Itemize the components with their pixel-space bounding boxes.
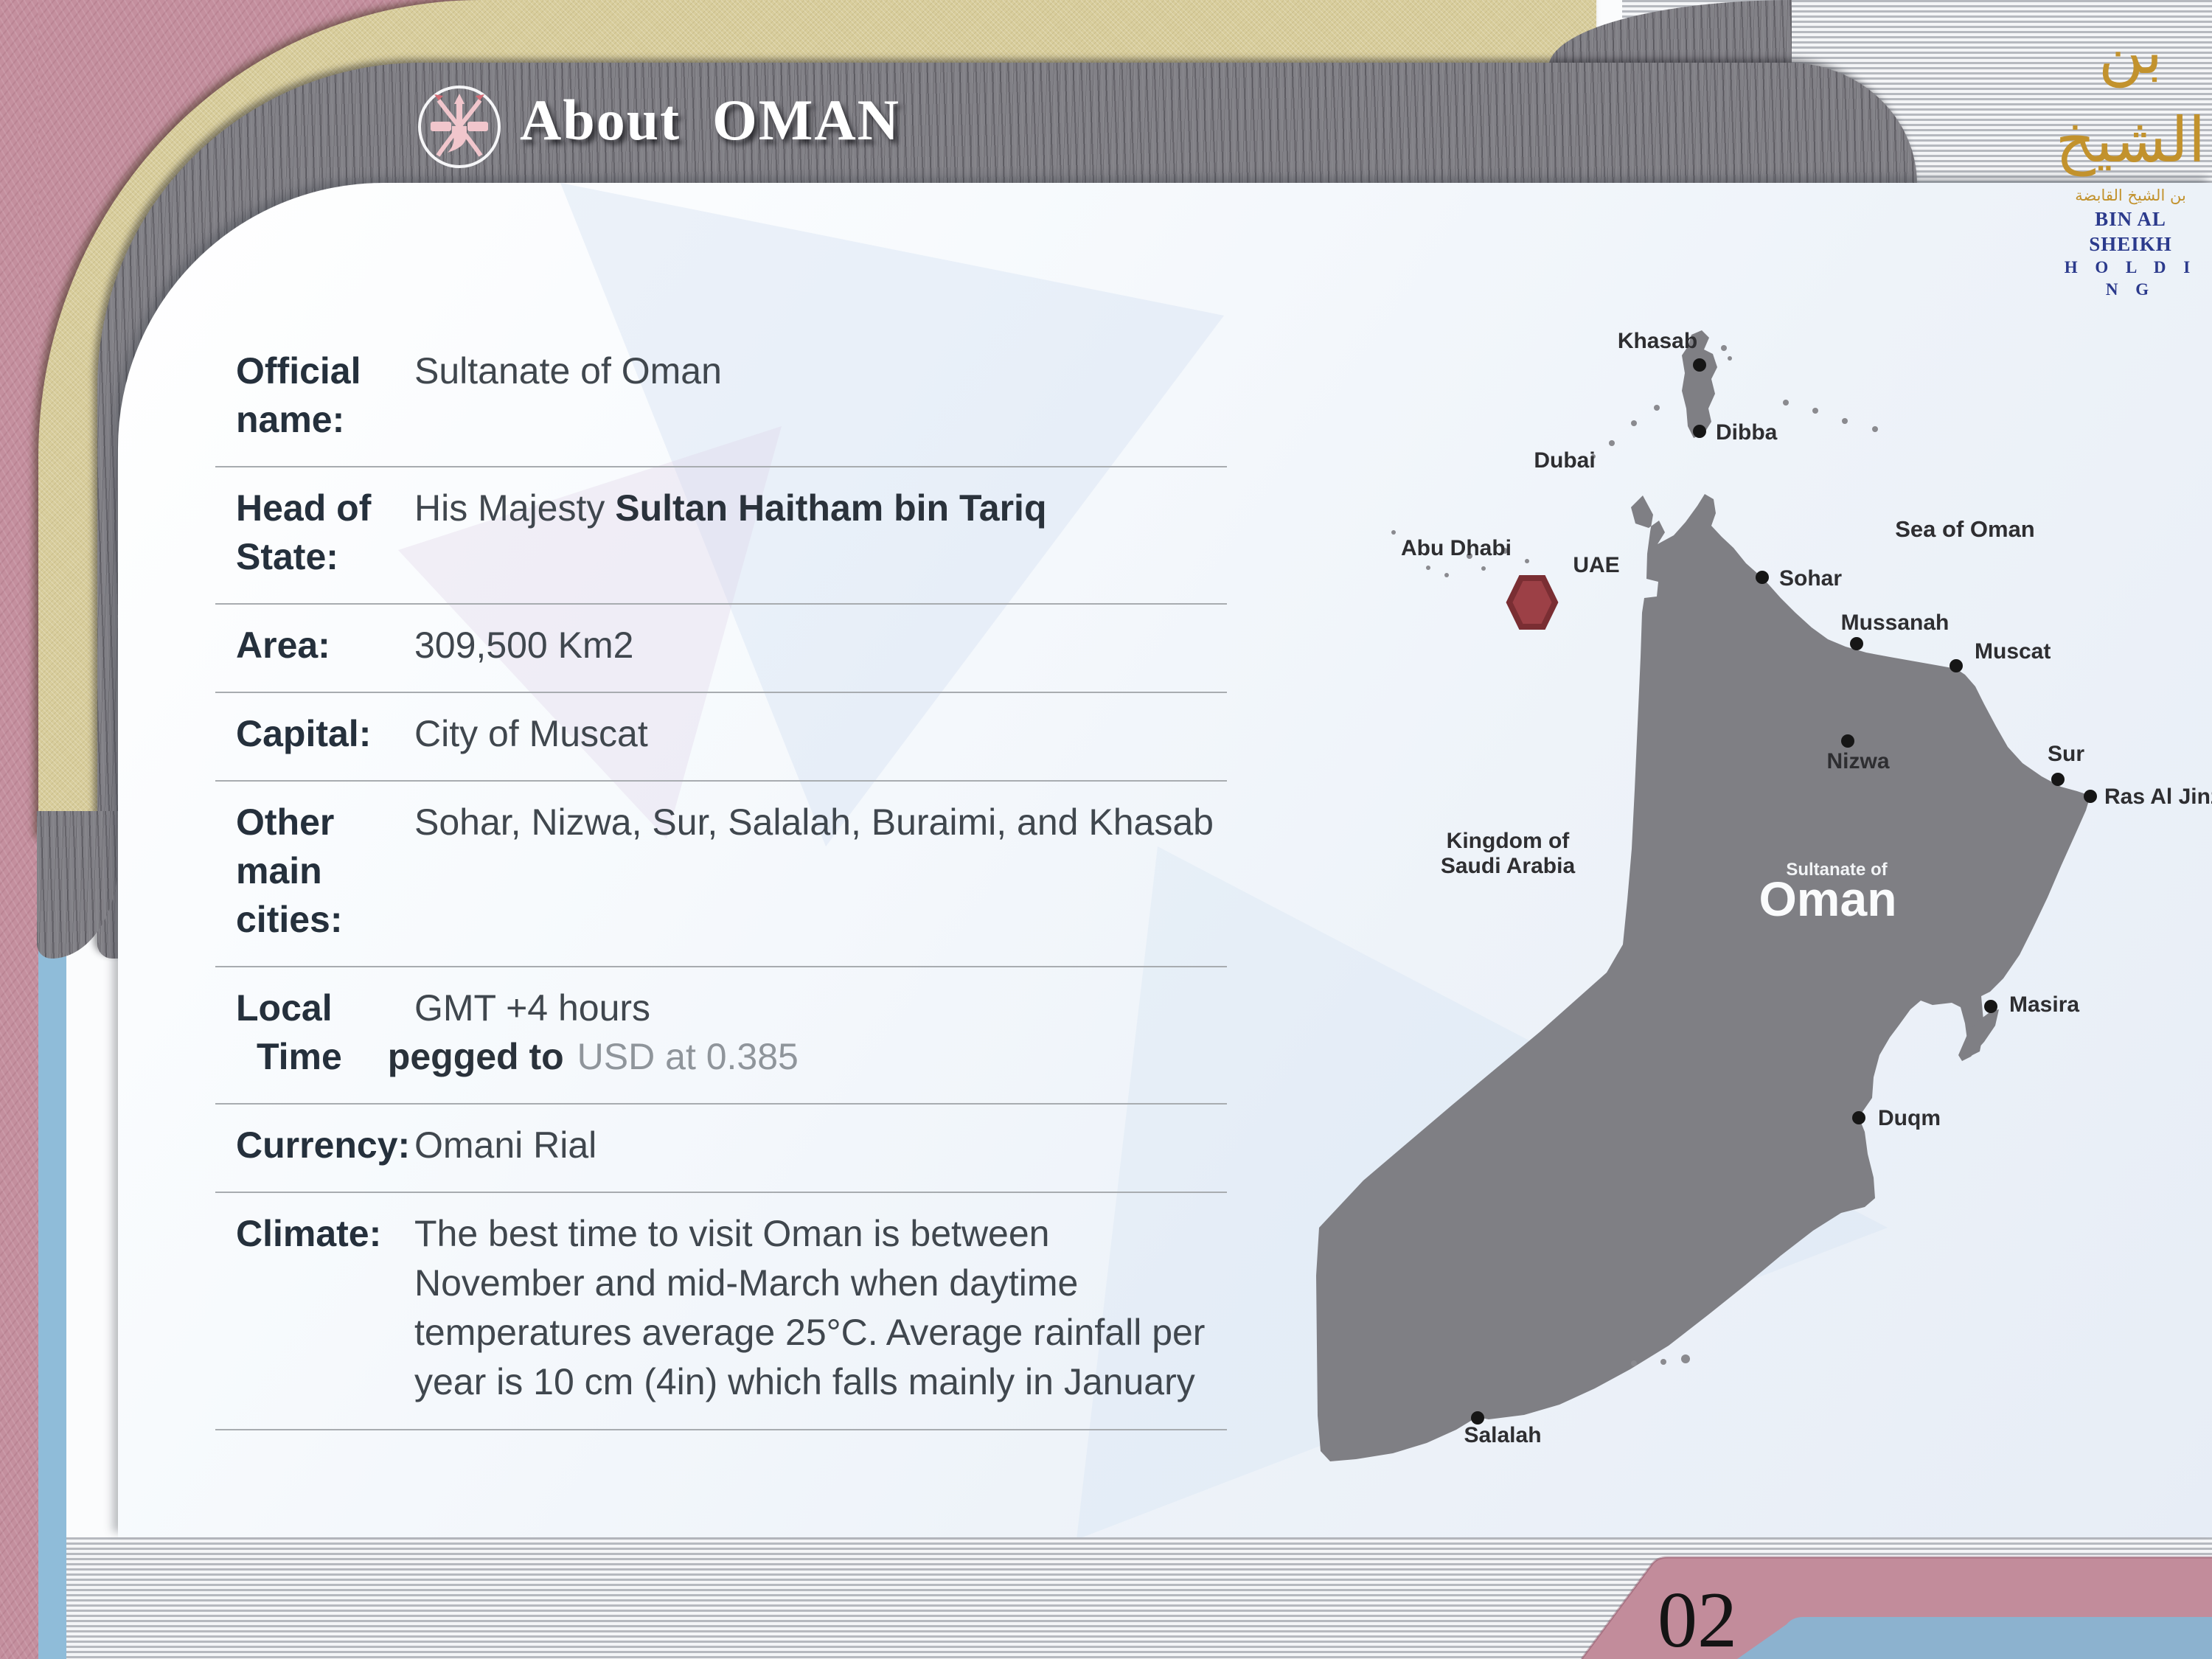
footer-corner-shapes bbox=[1580, 1556, 2212, 1659]
neighbor-label-dubai: Dubai bbox=[1534, 448, 1595, 473]
table-row: Other main cities: Sohar, Nizwa, Sur, Sa… bbox=[215, 782, 1227, 967]
logo-name: BIN AL SHEIKH bbox=[2089, 208, 2172, 255]
value-prefix: His Majesty bbox=[414, 487, 616, 529]
city-label-nizwa: Nizwa bbox=[1826, 749, 1889, 773]
island-specks bbox=[1391, 345, 1878, 1366]
pegged-value: USD at 0.385 bbox=[577, 1036, 799, 1077]
row-value: GMT +4 hours bbox=[414, 987, 651, 1029]
masira-island-shape bbox=[1958, 1009, 1999, 1061]
saudi-label-line1: Kingdom of bbox=[1447, 829, 1571, 853]
table-row: Head of State: His Majesty Sultan Haitha… bbox=[215, 467, 1227, 605]
table-row: Climate: The best time to visit Oman is … bbox=[215, 1193, 1227, 1430]
city-label-dibba: Dibba bbox=[1716, 420, 1778, 445]
row-label: Currency: bbox=[236, 1124, 411, 1166]
city-label-mussanah: Mussanah bbox=[1841, 611, 1950, 635]
table-row: Area: 309,500 Km2 bbox=[215, 605, 1227, 693]
city-label-salalah: Salalah bbox=[1464, 1423, 1541, 1447]
city-label-muscat: Muscat bbox=[1975, 639, 2051, 664]
row-value: Sohar, Nizwa, Sur, Salalah, Buraimi, and… bbox=[414, 801, 1214, 843]
row-label-line2: Time bbox=[257, 1036, 342, 1077]
row-value: Sultanate of Oman bbox=[414, 350, 722, 392]
row-label: Capital: bbox=[236, 713, 372, 754]
city-dots bbox=[1471, 358, 2097, 1425]
table-row: Capital: City of Muscat bbox=[215, 693, 1227, 782]
value-bold: Sultan Haitham bin Tariq bbox=[615, 487, 1047, 529]
sea-of-oman-label: Sea of Oman bbox=[1895, 516, 2035, 542]
row-label: Other main cities: bbox=[236, 801, 343, 940]
page-number: 02 bbox=[1658, 1576, 1737, 1659]
row-value: The best time to visit Oman is between N… bbox=[414, 1213, 1206, 1402]
row-value: His Majesty Sultan Haitham bin Tariq bbox=[414, 484, 1227, 581]
table-row: Official name: Sultanate of Oman bbox=[215, 330, 1227, 467]
country-label-big: Oman bbox=[1759, 872, 1896, 926]
neighbor-label-abu-dhabi: Abu Dhabi bbox=[1401, 536, 1512, 560]
pink-left-strip bbox=[0, 0, 38, 1659]
logo-arabic-calligraphy: بن الشيخ bbox=[2055, 15, 2206, 176]
country-label-small: Sultanate of bbox=[1786, 860, 1888, 880]
oman-national-emblem-icon bbox=[418, 86, 501, 168]
table-row: Currency: Omani Rial bbox=[215, 1105, 1227, 1193]
city-label-khasab: Khasab bbox=[1618, 329, 1697, 353]
oman-map: Khasab Dibba Sohar Mussanah Muscat Nizwa… bbox=[1316, 329, 2212, 1461]
row-value: 309,500 Km2 bbox=[414, 625, 634, 666]
location-hexagon-marker bbox=[1506, 575, 1559, 630]
city-label-sohar: Sohar bbox=[1779, 566, 1842, 591]
city-label-masira: Masira bbox=[2009, 992, 2079, 1017]
row-value: Omani Rial bbox=[414, 1124, 597, 1166]
row-label: Local bbox=[236, 987, 333, 1029]
city-label-sur: Sur bbox=[2048, 742, 2084, 766]
facts-table: Official name: Sultanate of Oman Head of… bbox=[215, 330, 1227, 1430]
row-value: City of Muscat bbox=[414, 713, 648, 754]
row-label: Climate: bbox=[236, 1213, 382, 1254]
oman-mainland-shape bbox=[1316, 494, 2090, 1461]
logo-arabic-line: بن الشيخ القابضة bbox=[2075, 187, 2186, 204]
row-label: Area: bbox=[236, 625, 330, 666]
logo: بن الشيخ بن الشيخ القابضة BIN AL SHEIKH … bbox=[2051, 7, 2210, 301]
neighbor-label-uae: UAE bbox=[1573, 553, 1619, 577]
city-label-ras-al-jinz: Ras Al Jinz bbox=[2104, 785, 2212, 809]
pegged-label: pegged to bbox=[387, 1036, 564, 1077]
row-label: Head of State: bbox=[236, 487, 372, 577]
city-label-duqm: Duqm bbox=[1878, 1106, 1941, 1130]
musandam-peninsula-shape bbox=[1682, 330, 1717, 438]
content-card bbox=[118, 183, 2212, 1537]
blue-left-strip bbox=[38, 907, 66, 1659]
row-label: Official name: bbox=[236, 350, 361, 440]
table-row: Local GMT +4 hours Time pegged to USD at 0… bbox=[215, 967, 1227, 1105]
footer-blue-shape bbox=[1737, 1617, 2212, 1659]
page-title: About OMAN bbox=[520, 88, 901, 152]
saudi-label-line2: Saudi Arabia bbox=[1441, 854, 1576, 878]
logo-subname: H O L D I N G bbox=[2064, 258, 2197, 299]
